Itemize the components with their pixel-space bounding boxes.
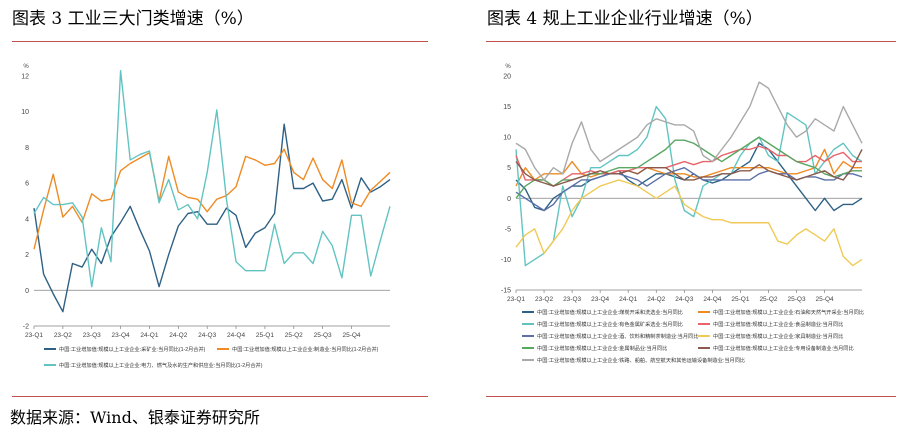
unit-label: %	[505, 64, 511, 70]
y-tick-label: 8	[25, 145, 29, 152]
series-line-2	[33, 148, 391, 250]
y-tick-label: 12	[21, 74, 29, 81]
legend-label: 中国:工业增加值:规模以上工业企业:煤炭开采和洗选业:当月同比	[537, 308, 683, 316]
y-tick-label: -15	[501, 288, 511, 295]
x-tick-label: 25-Q2	[285, 332, 303, 339]
series-line-2	[515, 148, 862, 187]
legend-label: 中国:工业增加值:规模以上工业企业:家具制造业:当月同比	[713, 332, 843, 340]
x-tick-label: 23-Q4	[112, 332, 130, 339]
right-bottom-rule	[486, 396, 896, 397]
x-tick-label: 25-Q1	[256, 332, 274, 339]
y-tick-label: 0	[507, 196, 511, 203]
left-title-rule	[12, 41, 428, 42]
y-tick-label: 0	[25, 288, 29, 295]
x-tick-label: 24-Q1	[140, 332, 158, 339]
x-tick-label: 23-Q1	[507, 296, 525, 303]
x-tick-label: 24-Q2	[647, 296, 665, 303]
series-line-6	[515, 179, 863, 267]
x-tick-label: 25-Q1	[731, 296, 749, 303]
right-title-rule	[486, 41, 896, 42]
y-tick-label: 10	[21, 109, 29, 116]
series-line-3	[33, 69, 391, 288]
legend-label: 中国:工业增加值:规模以上工业企业:食品制造业:当月同比	[713, 320, 843, 328]
series-line-1	[33, 123, 391, 313]
right-line-chart: % -15 -10 -5 0 5 10 15 20 23-Q1 23-Q2 23-Q3 23-Q4 24-…	[501, 64, 864, 364]
y-tick-label: -5	[505, 226, 511, 233]
series-line-1	[515, 142, 863, 212]
legend-label: 中国:工业增加值:规模以上工业企业:电力、燃气及水的生产和供应业:当月同比(1-…	[59, 361, 263, 369]
series-line-3	[515, 105, 863, 267]
x-tick-label: 25-Q4	[342, 332, 360, 339]
legend-label: 中国:工业增加值:规模以上工业企业:酒、饮料和精制茶制造业:当月同比	[537, 332, 698, 340]
legend-label: 中国:工业增加值:规模以上工业企业:铁路、船舶、航空航天和其他运输设备制造业:当…	[537, 356, 745, 364]
x-tick-label: 24-Q3	[198, 332, 216, 339]
y-tick-label: 6	[25, 181, 29, 188]
x-tick-label: 25-Q3	[314, 332, 332, 339]
x-tick-label: 24-Q4	[227, 332, 245, 339]
y-tick-label: -2	[23, 324, 29, 331]
series-line-4	[515, 145, 862, 187]
x-tick-label: 25-Q3	[788, 296, 806, 303]
x-tick-label: 23-Q2	[535, 296, 553, 303]
legend-label: 中国:工业增加值:规模以上工业企业:石油和天然气开采业:当月同比	[713, 308, 864, 316]
legend-label: 中国:工业增加值:规模以上工业企业:采矿业:当月同比(1-2月合并)	[59, 345, 206, 353]
y-tick-label: -10	[501, 257, 511, 264]
x-tick-label: 24-Q1	[619, 296, 637, 303]
x-tick-label: 23-Q1	[25, 332, 43, 339]
series-line-9	[515, 81, 863, 181]
x-tick-label: 24-Q2	[169, 332, 187, 339]
right-panel-title: 图表 4 规上工业企业行业增速（%）	[487, 9, 763, 29]
x-tick-label: 23-Q3	[83, 332, 101, 339]
x-tick-label: 23-Q2	[54, 332, 72, 339]
x-tick-label: 25-Q4	[816, 296, 834, 303]
y-tick-label: 4	[25, 216, 29, 223]
unit-label: %	[23, 64, 29, 70]
series-line-8	[515, 149, 863, 187]
legend-label: 中国:工业增加值:规模以上工业企业:有色金属矿采选业:当月同比	[537, 320, 683, 328]
x-tick-label: 25-Q2	[759, 296, 777, 303]
left-bottom-rule	[12, 396, 428, 397]
x-tick-label: 24-Q4	[703, 296, 721, 303]
left-line-chart: % -2 0 2 4 6 8 10 12 23-Q1 23-Q2 23-Q3 23-Q4 24-Q1 24-…	[21, 64, 391, 369]
left-panel-title: 图表 3 工业三大门类增速（%）	[12, 9, 254, 29]
y-tick-label: 20	[503, 74, 511, 81]
legend-label: 中国:工业增加值:规模以上工业企业:专用设备制造业:当月同比	[713, 344, 854, 352]
x-tick-label: 23-Q3	[563, 296, 581, 303]
x-tick-label: 23-Q4	[591, 296, 609, 303]
y-tick-label: 10	[503, 135, 511, 142]
legend-label: 中国:工业增加值:规模以上工业企业:制造业:当月同比(1-2月合并)	[232, 345, 379, 353]
x-tick-label: 24-Q3	[675, 296, 693, 303]
y-tick-label: 5	[507, 165, 511, 172]
legend-label: 中国:工业增加值:规模以上工业企业:金属制品业:当月同比	[537, 344, 667, 352]
y-tick-label: 2	[25, 252, 29, 259]
data-source-note: 数据来源：Wind、银泰证券研究所	[10, 408, 260, 427]
y-tick-label: 15	[503, 104, 511, 111]
